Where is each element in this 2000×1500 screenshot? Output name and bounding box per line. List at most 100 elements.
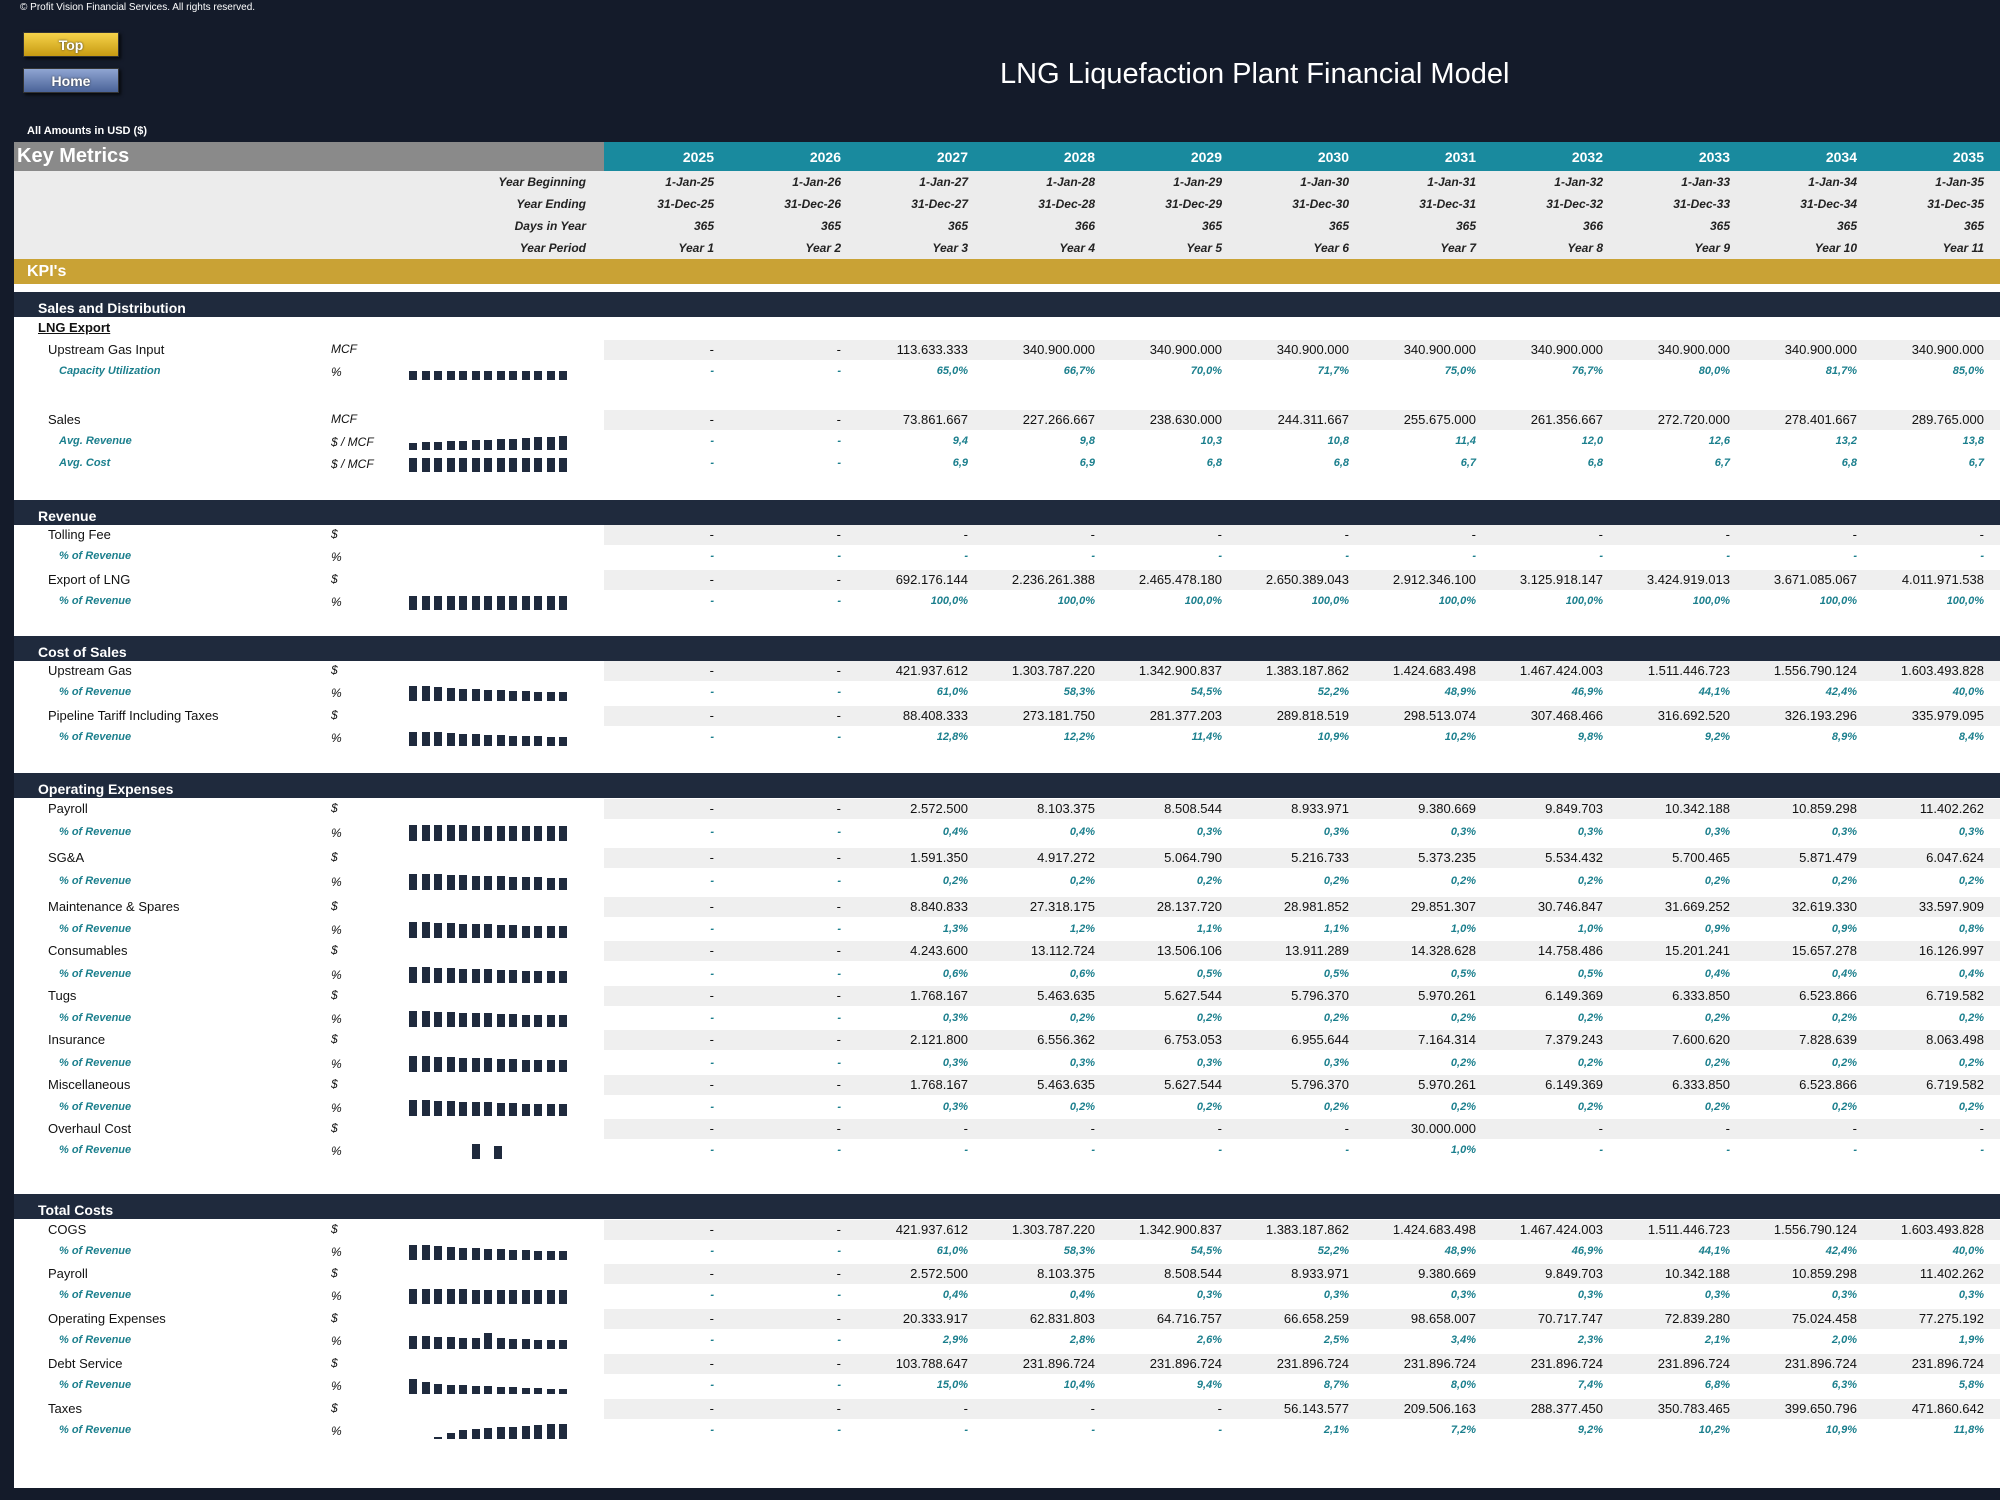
sparkline-bar (509, 1339, 517, 1349)
sparkline-bar (459, 689, 467, 701)
table-cell: - (1090, 1401, 1095, 1416)
ratio-row-label: % of Revenue (59, 923, 132, 935)
sparkline-bar (559, 692, 567, 701)
table-cell: 289.765.000 (1911, 412, 1984, 427)
table-cell: - (709, 708, 714, 723)
table-cell: 7.164.314 (1418, 1032, 1476, 1047)
sparkline-bar (496, 826, 505, 841)
row-shade (604, 570, 2000, 590)
table-cell: - (836, 988, 841, 1003)
table-cell: - (709, 899, 714, 914)
table-cell: 231.896.724 (1022, 1356, 1095, 1371)
table-cell: 11,4% (1191, 731, 1222, 743)
date-cell: 1-Jan-25 (665, 175, 714, 189)
sparkline-bar (521, 458, 530, 472)
table-cell: - (710, 731, 714, 743)
table-cell: 0,2% (1831, 875, 1857, 887)
sparkline-bar (509, 1387, 517, 1394)
date-cell: 365 (693, 219, 714, 233)
sparkline-bar (521, 1426, 530, 1439)
sparkline-bar (484, 826, 492, 841)
table-cell: 100,0% (1565, 595, 1603, 607)
table-cell: - (710, 435, 714, 447)
line-item-label: Overhaul Cost (48, 1121, 132, 1136)
table-cell: - (837, 1012, 841, 1024)
sparkline-bar (459, 875, 467, 890)
sparkline-bar (434, 458, 442, 472)
table-cell: - (1599, 550, 1603, 562)
table-cell: - (710, 457, 714, 469)
sparkline-bar (534, 926, 542, 938)
table-cell: 692.176.144 (895, 572, 968, 587)
date-cell: Year 1 (678, 241, 714, 255)
header-row: Key Metrics (14, 142, 2000, 171)
sparkline-bar (471, 1144, 480, 1159)
ratio-row-label: Capacity Utilization (59, 365, 161, 377)
sparkline (409, 922, 573, 938)
table-cell: - (710, 1012, 714, 1024)
table-cell: 0,5% (1323, 968, 1349, 980)
table-cell: 29.851.307 (1410, 899, 1476, 914)
table-cell: 10.342.188 (1664, 801, 1730, 816)
table-cell: - (709, 1032, 714, 1047)
table-cell: - (1471, 527, 1476, 542)
row-shade (604, 986, 2000, 1006)
ratio-row-label: % of Revenue (59, 1057, 132, 1069)
year-header-2032: 2032 (1571, 149, 1603, 165)
sparkline-bar (459, 1338, 467, 1349)
table-cell: - (710, 1334, 714, 1346)
home-button[interactable]: Home (23, 68, 119, 93)
sparkline-bar (534, 1340, 542, 1349)
section-header: Operating Expenses (14, 773, 2000, 798)
table-cell: - (1345, 550, 1349, 562)
table-cell: 2,3% (1577, 1334, 1603, 1346)
sparkline-bar (421, 967, 430, 983)
sparkline-bar (559, 596, 567, 610)
date-cell: 1-Jan-35 (1935, 175, 1984, 189)
unit-label: % (331, 1379, 342, 1393)
table-cell: 231.896.724 (1784, 1356, 1857, 1371)
sparkline-bar (446, 875, 455, 890)
table-cell: 0,3% (1577, 826, 1603, 838)
table-cell: 9,8 (1079, 435, 1095, 447)
sparkline-bar (446, 825, 455, 841)
year-header-2025: 2025 (682, 149, 714, 165)
unit-label: $ (331, 708, 338, 722)
sparkline-bar (471, 1429, 480, 1439)
table-cell: 20.333.917 (902, 1311, 968, 1326)
sparkline-bar (471, 458, 480, 472)
unit-label: $ (331, 663, 338, 677)
sparkline-bar (434, 1057, 442, 1072)
ratio-row-label: % of Revenue (59, 826, 132, 838)
date-cell: 31-Dec-34 (1800, 197, 1857, 211)
table-cell: 0,2% (1196, 875, 1222, 887)
sparkline-bar (484, 1013, 492, 1027)
table-cell: 6.523.866 (1799, 1077, 1857, 1092)
table-cell: 61,0% (936, 686, 968, 698)
sparkline-bar (421, 596, 430, 610)
table-cell: 0,2% (1958, 1101, 1984, 1113)
table-cell: - (1217, 1401, 1222, 1416)
table-cell: 1,3% (942, 923, 968, 935)
table-cell: 6.753.053 (1164, 1032, 1222, 1047)
sparkline-bar (409, 458, 417, 472)
table-cell: - (836, 663, 841, 678)
table-cell: 0,2% (1577, 1057, 1603, 1069)
table-cell: - (1091, 1144, 1095, 1156)
table-cell: 421.937.612 (895, 663, 968, 678)
table-cell: - (1853, 1144, 1857, 1156)
table-cell: 10,8 (1327, 435, 1349, 447)
unit-label: $ / MCF (331, 457, 374, 471)
sparkline-bar (471, 371, 480, 380)
table-cell: 3,4% (1450, 1334, 1476, 1346)
date-row-label: Year Ending (516, 197, 586, 211)
top-button[interactable]: Top (23, 32, 119, 57)
sparkline-bar (434, 442, 442, 450)
sparkline-bar (471, 826, 480, 841)
ratio-row-label: % of Revenue (59, 968, 132, 980)
date-cell: 31-Dec-26 (784, 197, 841, 211)
date-cell: 365 (1836, 219, 1857, 233)
row-shade (604, 1354, 2000, 1374)
table-cell: 255.675.000 (1403, 412, 1476, 427)
sparkline-bar (559, 878, 567, 890)
